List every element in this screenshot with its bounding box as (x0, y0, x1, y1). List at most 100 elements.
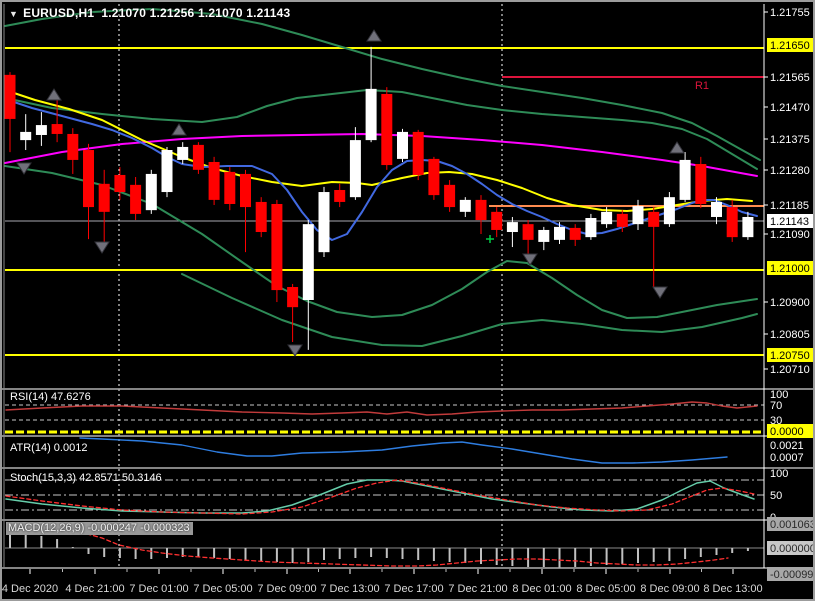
svg-text:70: 70 (770, 400, 782, 412)
chevron-down-icon[interactable]: ▼ (9, 9, 19, 19)
svg-text:1.21650: 1.21650 (770, 40, 810, 52)
candle (491, 211, 503, 230)
svg-text:7 Dec 13:00: 7 Dec 13:00 (320, 583, 379, 595)
candle (522, 224, 534, 240)
svg-text:1.21470: 1.21470 (770, 102, 810, 114)
svg-text:-0.00099: -0.00099 (770, 569, 813, 581)
svg-text:50: 50 (770, 490, 782, 502)
candle (742, 216, 754, 238)
ohlc-readout: 1.21070 1.21256 1.21070 1.21143 (101, 6, 291, 20)
candle (569, 227, 581, 240)
candle (145, 173, 157, 211)
time-axis[interactable]: 4 Dec 2020 4 Dec 21:00 7 Dec 01:00 7 Dec 05… (2, 569, 763, 595)
svg-text:7 Dec 21:00: 7 Dec 21:00 (448, 583, 507, 595)
candle (318, 192, 330, 253)
candle (130, 184, 142, 214)
svg-text:1.21755: 1.21755 (770, 7, 810, 19)
candle (632, 206, 644, 225)
svg-text:7 Dec 05:00: 7 Dec 05:00 (193, 583, 252, 595)
candle (663, 197, 675, 225)
symbol-period-label: EURUSD,H1 (23, 6, 95, 20)
svg-text:4 Dec 21:00: 4 Dec 21:00 (65, 583, 124, 595)
candle (83, 150, 94, 208)
svg-text:R1: R1 (695, 80, 709, 92)
atr-indicator-label: ATR(14) 0.0012 (10, 442, 88, 454)
svg-text:1.21000: 1.21000 (770, 263, 810, 275)
svg-text:1.21090: 1.21090 (770, 229, 810, 241)
svg-text:0.001063: 0.001063 (770, 519, 813, 531)
svg-text:1.21375: 1.21375 (770, 134, 810, 146)
svg-text:1.21280: 1.21280 (770, 165, 810, 177)
stoch-panel[interactable] (5, 479, 764, 515)
svg-text:8 Dec 05:00: 8 Dec 05:00 (576, 583, 635, 595)
atr-panel[interactable] (79, 437, 728, 464)
candles-layer[interactable] (4, 46, 754, 350)
grid-lines (118, 4, 503, 568)
price-axis[interactable]: 1.21755 1.21565 1.21470 1.21375 1.21280 1.211… (764, 7, 813, 581)
candle (616, 213, 628, 227)
candle (397, 131, 408, 159)
candle (349, 140, 361, 198)
candle (679, 159, 691, 200)
candle (208, 161, 220, 200)
candle (287, 287, 299, 308)
candle (177, 146, 189, 160)
candle (67, 133, 79, 160)
svg-text:1.20710: 1.20710 (770, 364, 810, 376)
candle (334, 189, 346, 202)
macd-panel[interactable] (5, 529, 764, 568)
candle (20, 131, 32, 141)
candle (240, 173, 251, 208)
candle (51, 124, 63, 134)
candle (711, 201, 722, 217)
panel-borders (2, 4, 813, 569)
rsi-panel[interactable] (5, 401, 764, 434)
svg-text:0.0000: 0.0000 (770, 426, 804, 438)
rsi-indicator-label: RSI(14) 47.6276 (10, 391, 91, 403)
svg-text:1.20750: 1.20750 (770, 350, 810, 362)
candle (302, 224, 314, 300)
candle (365, 88, 377, 141)
candle (554, 226, 565, 240)
svg-text:7 Dec 09:00: 7 Dec 09:00 (257, 583, 316, 595)
svg-text:1.21565: 1.21565 (770, 72, 810, 84)
candle (459, 199, 471, 212)
svg-text:8 Dec 09:00: 8 Dec 09:00 (640, 583, 699, 595)
candle (255, 201, 267, 233)
macd-indicator-label[interactable]: MACD(12,26,9) -0.000247 -0.000323 (6, 522, 193, 535)
candle (726, 207, 738, 238)
svg-text:7 Dec 01:00: 7 Dec 01:00 (129, 583, 188, 595)
candle (601, 211, 613, 225)
svg-text:7 Dec 17:00: 7 Dec 17:00 (384, 583, 443, 595)
svg-text:4 Dec 2020: 4 Dec 2020 (2, 583, 58, 595)
candle (161, 150, 173, 193)
signal-arrows (16, 29, 685, 357)
candle (224, 171, 236, 204)
svg-text:100: 100 (770, 389, 788, 401)
candle (271, 203, 283, 291)
stoch-indicator-label: Stoch(15,3,3) 42.8571 50.3146 (10, 472, 162, 484)
svg-text:8 Dec 01:00: 8 Dec 01:00 (512, 583, 571, 595)
svg-text:100: 100 (770, 468, 788, 480)
horizontal-lines[interactable]: R1 (5, 47, 764, 356)
candle (35, 125, 47, 135)
candle (444, 184, 456, 208)
chart-title: ▼ EURUSD,H1 1.21070 1.21256 1.21070 1.211… (9, 6, 290, 20)
svg-text:0.0021: 0.0021 (770, 440, 804, 452)
candle (475, 199, 487, 221)
candle (412, 131, 424, 175)
svg-text:1.21185: 1.21185 (770, 200, 809, 212)
candle (381, 93, 393, 166)
svg-text:0.000000: 0.000000 (770, 543, 813, 555)
candle (585, 218, 597, 238)
candle (192, 144, 204, 170)
candle (538, 229, 550, 242)
svg-text:0.0007: 0.0007 (770, 452, 804, 464)
candle (695, 164, 707, 204)
svg-text:1.20900: 1.20900 (770, 297, 810, 309)
candle (506, 222, 518, 233)
candle (4, 74, 16, 119)
candle (428, 158, 440, 196)
